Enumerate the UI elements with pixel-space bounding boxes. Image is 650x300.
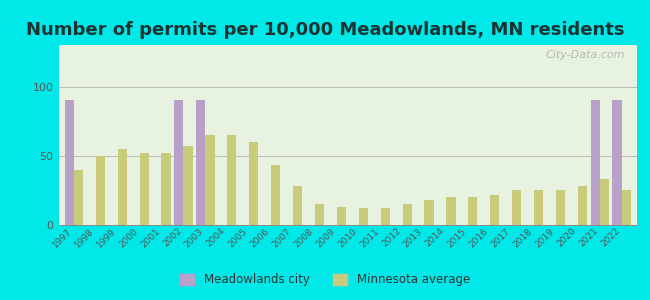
Bar xyxy=(140,153,149,225)
Bar xyxy=(249,142,258,225)
Bar xyxy=(74,169,83,225)
Bar xyxy=(591,100,600,225)
Bar xyxy=(205,135,214,225)
Bar xyxy=(315,204,324,225)
Legend: Meadowlands city, Minnesota average: Meadowlands city, Minnesota average xyxy=(176,269,474,291)
Text: Number of permits per 10,000 Meadowlands, MN residents: Number of permits per 10,000 Meadowlands… xyxy=(26,21,624,39)
Text: City-Data.com: City-Data.com xyxy=(546,50,625,60)
Bar xyxy=(578,186,587,225)
Bar xyxy=(96,156,105,225)
Bar xyxy=(337,207,346,225)
Bar xyxy=(359,208,368,225)
Bar xyxy=(556,190,565,225)
Bar xyxy=(512,190,521,225)
Bar xyxy=(534,190,543,225)
Bar xyxy=(468,197,478,225)
Bar xyxy=(161,153,171,225)
Bar xyxy=(293,186,302,225)
Bar xyxy=(196,100,205,225)
Bar xyxy=(64,100,74,225)
Bar xyxy=(183,146,192,225)
Bar xyxy=(424,200,434,225)
Bar xyxy=(621,190,631,225)
Bar xyxy=(600,179,609,225)
Bar xyxy=(118,149,127,225)
Bar xyxy=(271,166,280,225)
Bar xyxy=(381,208,390,225)
Bar xyxy=(402,204,411,225)
Bar xyxy=(227,135,237,225)
Bar xyxy=(174,100,183,225)
Bar xyxy=(447,197,456,225)
Bar xyxy=(612,100,621,225)
Bar xyxy=(490,194,499,225)
